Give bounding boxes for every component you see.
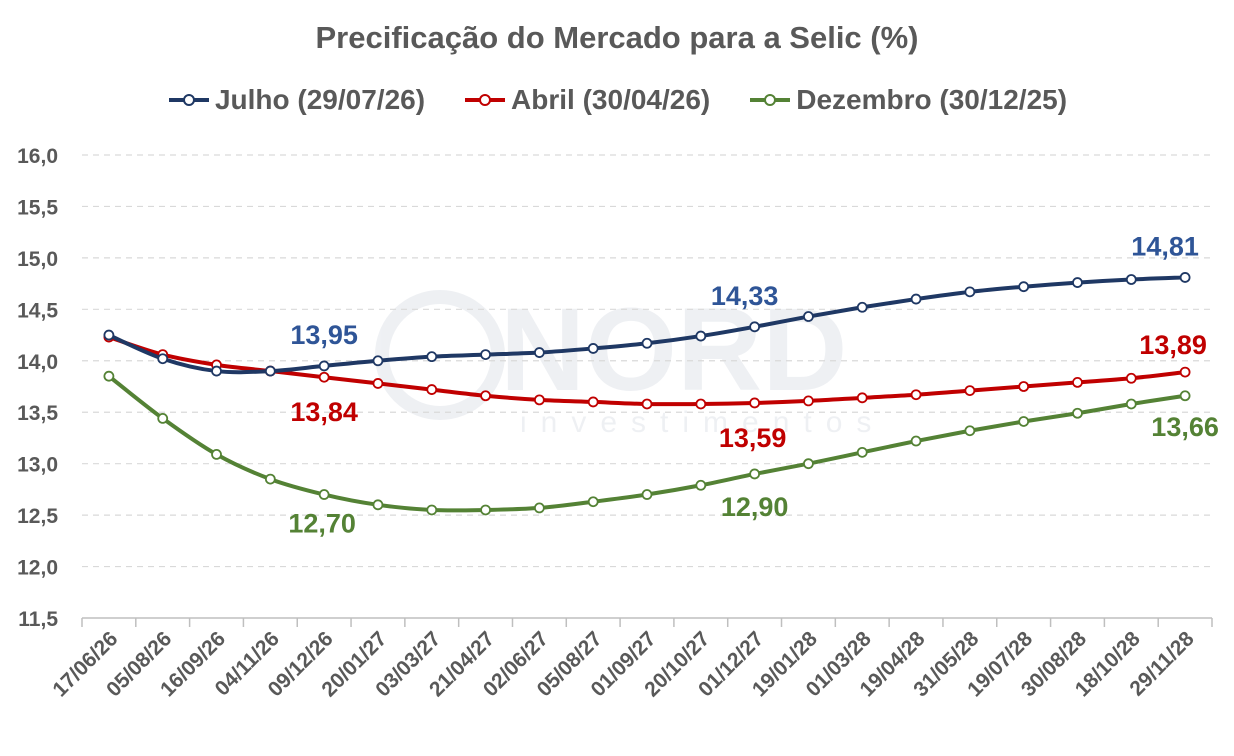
legend-label-dezembro: Dezembro (30/12/25) — [796, 84, 1068, 115]
point-julho — [211, 365, 222, 377]
y-tick-label: 14,0 — [17, 351, 58, 374]
point-julho — [910, 293, 922, 305]
y-tick-label: 16,0 — [17, 145, 58, 168]
legend-label-abril: Abril (30/04/26) — [511, 84, 711, 115]
point-dezembro — [426, 504, 438, 516]
point-dezembro — [1125, 398, 1137, 410]
point-julho — [587, 343, 599, 354]
legend-marker-abril — [465, 94, 506, 106]
y-tick-label: 11,5 — [18, 608, 58, 631]
y-gridlines — [82, 154, 1212, 568]
y-tick-label: 13,0 — [17, 454, 58, 477]
point-julho — [695, 330, 707, 342]
point-dezembro — [1072, 407, 1083, 419]
point-dezembro — [587, 496, 599, 508]
point-julho — [803, 311, 814, 322]
data-label-dezembro: 12,70 — [288, 509, 356, 539]
point-dezembro — [803, 458, 814, 470]
data-label-abril: 13,59 — [719, 423, 787, 453]
legend: Julho (29/07/26) Abril (30/04/26) Dezemb… — [0, 84, 1234, 116]
point-abril — [1072, 376, 1083, 388]
point-dezembro — [480, 504, 491, 516]
legend-item-dezembro: Dezembro (30/12/25) — [748, 84, 1067, 116]
data-label-julho: 14,33 — [711, 281, 779, 311]
point-abril — [803, 395, 814, 407]
point-abril — [1179, 366, 1191, 378]
y-tick-label: 14,5 — [17, 299, 58, 322]
point-abril — [910, 389, 922, 401]
point-dezembro — [695, 479, 707, 491]
point-julho — [264, 365, 276, 377]
point-dezembro — [910, 435, 922, 447]
point-dezembro — [264, 473, 276, 485]
point-abril — [749, 397, 761, 409]
point-dezembro — [157, 412, 169, 424]
data-label-abril: 13,89 — [1139, 330, 1207, 360]
point-abril — [480, 390, 491, 402]
point-abril — [964, 385, 976, 397]
point-abril — [1125, 372, 1137, 384]
data-label-julho: 14,81 — [1131, 231, 1199, 261]
point-abril — [856, 392, 868, 404]
legend-marker-dezembro — [750, 94, 791, 106]
data-label-abril: 13,84 — [290, 397, 358, 427]
nord-watermark: NORD investimentos — [375, 284, 885, 439]
point-dezembro — [318, 489, 330, 500]
point-dezembro — [1179, 390, 1191, 402]
legend-item-abril: Abril (30/04/26) — [463, 84, 710, 116]
point-julho — [641, 337, 653, 349]
y-tick-label: 13,5 — [17, 402, 58, 425]
legend-item-julho: Julho (29/07/26) — [167, 84, 425, 116]
data-label-dezembro: 13,66 — [1151, 412, 1219, 442]
series-lines — [103, 272, 1191, 516]
point-dezembro — [964, 425, 976, 437]
point-dezembro — [211, 449, 222, 460]
point-julho — [964, 286, 976, 298]
point-abril — [641, 398, 653, 410]
point-abril — [587, 396, 599, 408]
point-julho — [480, 349, 491, 361]
point-julho — [1125, 274, 1137, 285]
point-julho — [157, 353, 169, 365]
point-julho — [533, 347, 545, 358]
y-tick-label: 15,0 — [17, 248, 58, 271]
point-abril — [533, 394, 545, 406]
point-dezembro — [103, 370, 115, 382]
point-julho — [103, 329, 115, 341]
legend-marker-julho — [168, 94, 209, 106]
data-label-julho: 13,95 — [290, 320, 358, 350]
point-julho — [749, 321, 761, 333]
watermark-sub: investimentos — [520, 406, 885, 439]
point-dezembro — [1018, 416, 1030, 427]
point-julho — [318, 360, 330, 372]
y-tick-label: 15,5 — [17, 196, 58, 219]
point-julho — [856, 301, 868, 313]
point-dezembro — [372, 499, 384, 511]
point-julho — [372, 355, 384, 367]
point-abril — [1018, 381, 1030, 392]
data-label-dezembro: 12,90 — [721, 492, 789, 522]
point-dezembro — [749, 468, 761, 480]
point-abril — [372, 378, 384, 389]
chart-title: Precificação do Mercado para a Selic (%) — [315, 20, 919, 55]
point-dezembro — [856, 446, 868, 458]
point-julho — [426, 351, 438, 363]
point-dezembro — [641, 489, 653, 500]
legend-label-julho: Julho (29/07/26) — [214, 84, 426, 115]
point-abril — [426, 384, 438, 395]
point-abril — [695, 398, 707, 410]
point-julho — [1179, 272, 1191, 283]
y-tick-label: 12,0 — [17, 557, 58, 580]
point-dezembro — [533, 502, 545, 514]
data-labels: 13,95 14,33 14,81 13,84 13,59 13,89 12,70 12,90… — [288, 231, 1219, 538]
point-abril — [318, 371, 330, 383]
y-tick-label: 12,5 — [17, 505, 58, 528]
point-julho — [1018, 281, 1030, 293]
point-julho — [1072, 277, 1083, 288]
